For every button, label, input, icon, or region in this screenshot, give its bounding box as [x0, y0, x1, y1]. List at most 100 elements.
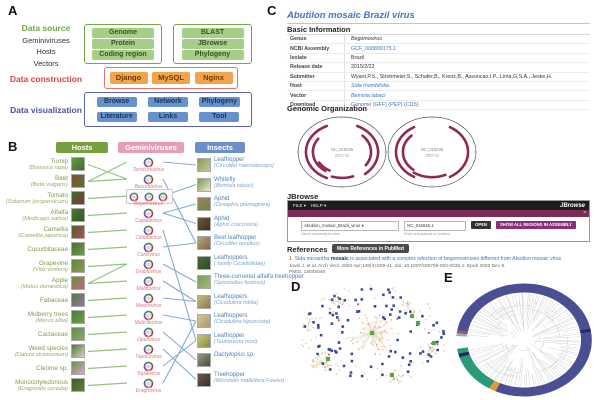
virus-icon-holder: [143, 293, 154, 304]
diagram-button: Django: [109, 72, 148, 84]
host-photo: [71, 157, 85, 171]
virus-genome-icon: [143, 344, 154, 354]
host-photo: [71, 293, 85, 307]
source-box-2: BLAST JBrowse Phylogeny: [173, 24, 252, 64]
insect-item: Treehopper (Micrutalis malleifera Fowler): [214, 371, 285, 384]
insect-item: Leafhopper (Tautoneura mori): [214, 332, 258, 345]
info-row: Release date 2015/2/22: [287, 63, 590, 73]
virus-icon-holder: [143, 208, 154, 219]
diagram-button: Literature: [96, 111, 137, 122]
insect-item: Three-cornered alfalfa treehopper (Spissi…: [214, 274, 304, 287]
host-photo: [71, 191, 85, 205]
diagram-button: Browse: [96, 97, 137, 108]
diagram-button: Coding region: [92, 50, 154, 60]
diagram-button: Phylogeny: [198, 97, 241, 108]
jbrowse-file-menu[interactable]: FILE ▾: [293, 202, 307, 208]
panel-e-label: E: [444, 270, 453, 285]
insect-item: Leafhoppers (Cicadulina bipunctata): [214, 313, 271, 326]
hosts-header: Hosts: [56, 142, 108, 153]
insect-item: Leafhoppers (Cicadulina mbila): [214, 293, 259, 306]
close-icon[interactable]: ×: [583, 210, 586, 216]
virus-name: Maldovirus: [136, 286, 161, 293]
reference-number: 1: [289, 256, 292, 262]
location-input[interactable]: NC_015045.1: [404, 221, 467, 231]
virus-name: Grablovirus: [135, 269, 162, 276]
virus-host-network: [300, 284, 446, 384]
info-value: 2015/2/22: [351, 64, 375, 71]
host-photo: [71, 259, 85, 273]
jbrowse-logo: JBrowse: [559, 202, 585, 209]
virus-icon-holder: [143, 174, 154, 185]
virus-genome-icon: [143, 157, 154, 167]
host-photo: [71, 327, 85, 341]
insect-item: Beet leafhopper (Circulifer tenellus): [214, 235, 260, 248]
virus-name: Mulcrilevirus: [134, 320, 163, 327]
info-value: Brazil: [351, 54, 365, 61]
host-photo: [71, 174, 85, 188]
diagram-button: Genome: [92, 28, 154, 38]
visualization-box: Browse Network Phylogeny Literature Link…: [84, 92, 252, 127]
insect-item: Leafhoppers( family Cicadellidae): [214, 254, 266, 267]
virus-genome-icon: [143, 293, 154, 303]
data-source-labels: Data source Geminiviruses Hosts Vectors: [8, 23, 84, 68]
open-button[interactable]: OPEN: [471, 221, 492, 229]
show-all-regions-button[interactable]: SHOW ALL REGIONS IN ASSEMBLY: [496, 221, 576, 229]
host-photo: [71, 242, 85, 256]
info-value[interactable]: Bemisia tabaci: [351, 92, 386, 99]
reference-pmid: PMID: 15045048: [289, 270, 326, 275]
virus-icon-holder: [143, 157, 154, 168]
pubmed-badge[interactable]: More References in PubMed: [332, 244, 409, 253]
jbrowse-help-menu[interactable]: HELP ▾: [311, 202, 327, 208]
info-label: Download: [287, 100, 345, 110]
circular-phylogenetic-tree: [454, 283, 592, 397]
virus-genome-icon: [143, 259, 154, 269]
insect-photo: [197, 275, 211, 289]
virus-icon-holder: [143, 327, 154, 338]
insect-photo: [197, 255, 211, 270]
insect-photo: [197, 158, 211, 172]
assembly-select[interactable]: Abutilon_mosaic_Brazil_virus ▾: [301, 221, 400, 231]
virus-genome-icon: [144, 192, 153, 201]
virus-name: Begomovirus: [133, 201, 164, 208]
insect-photo: [197, 353, 211, 367]
insect-item: Aphid (Dysaphis plantaginea): [214, 196, 271, 209]
info-label: Release date: [287, 63, 345, 72]
host-item: Tomato (Solanum lycopersicum): [5, 191, 68, 205]
construction-box: Django MySQL Nginx: [104, 67, 238, 89]
virus-name: Becurtovirus: [134, 184, 163, 191]
host-item: Turnip (Brassica rapa): [28, 157, 68, 171]
insect-photo: [197, 333, 211, 348]
virus-name: Eragrovirus: [135, 388, 162, 395]
jbrowse-view-bar: ×: [288, 210, 589, 217]
info-value[interactable]: Sida rhombifolia: [351, 83, 389, 90]
virus-icon-holder: [143, 242, 154, 253]
insect-item: Dactylopius sp.: [214, 352, 255, 358]
virus-genome-icon: [143, 276, 154, 286]
info-value[interactable]: Genome (GFF) (PEP) (CDS): [351, 101, 419, 108]
info-row: Isolate Brazil: [287, 53, 590, 64]
basic-info-table: Genus Begomovirus NCBI Assembly GCF_0008991…: [287, 34, 590, 111]
panel-d-label: D: [291, 279, 301, 294]
insect-photo: [197, 177, 211, 192]
virus-name: Mastrevirus: [135, 303, 162, 310]
insect-item: Aphid (Aphis craccivora): [214, 215, 259, 228]
host-item: Mulberry trees (Morus alba): [27, 310, 68, 324]
data-source-title: Data source: [21, 23, 71, 33]
virus-genome-icon: [143, 242, 154, 252]
host-item: Camellia (Camellia japonica): [18, 225, 68, 239]
insects-header: Insects: [195, 142, 245, 153]
host-item: Cleome sp.: [36, 365, 68, 372]
jbrowse-heading: JBrowse: [287, 192, 319, 201]
virus-genome-icon: [143, 174, 154, 184]
panel-c-label: C: [267, 3, 277, 18]
geminiviruses-header: Geminiviruses: [118, 142, 184, 153]
reference-title[interactable]: 1 Sida micrantha mosaic is associated wi…: [289, 256, 562, 262]
virus-genome-icon: [143, 310, 154, 320]
virus-name: Turncurtovirus: [132, 167, 165, 174]
virus-name: Topilevirus: [136, 371, 161, 378]
info-row: NCBI Assembly GCF_000899175.1: [287, 44, 590, 54]
info-value[interactable]: GCF_000899175.1: [351, 45, 397, 52]
virus-icon-holder: [143, 378, 154, 389]
svg-text:2632 bp: 2632 bp: [335, 153, 350, 158]
